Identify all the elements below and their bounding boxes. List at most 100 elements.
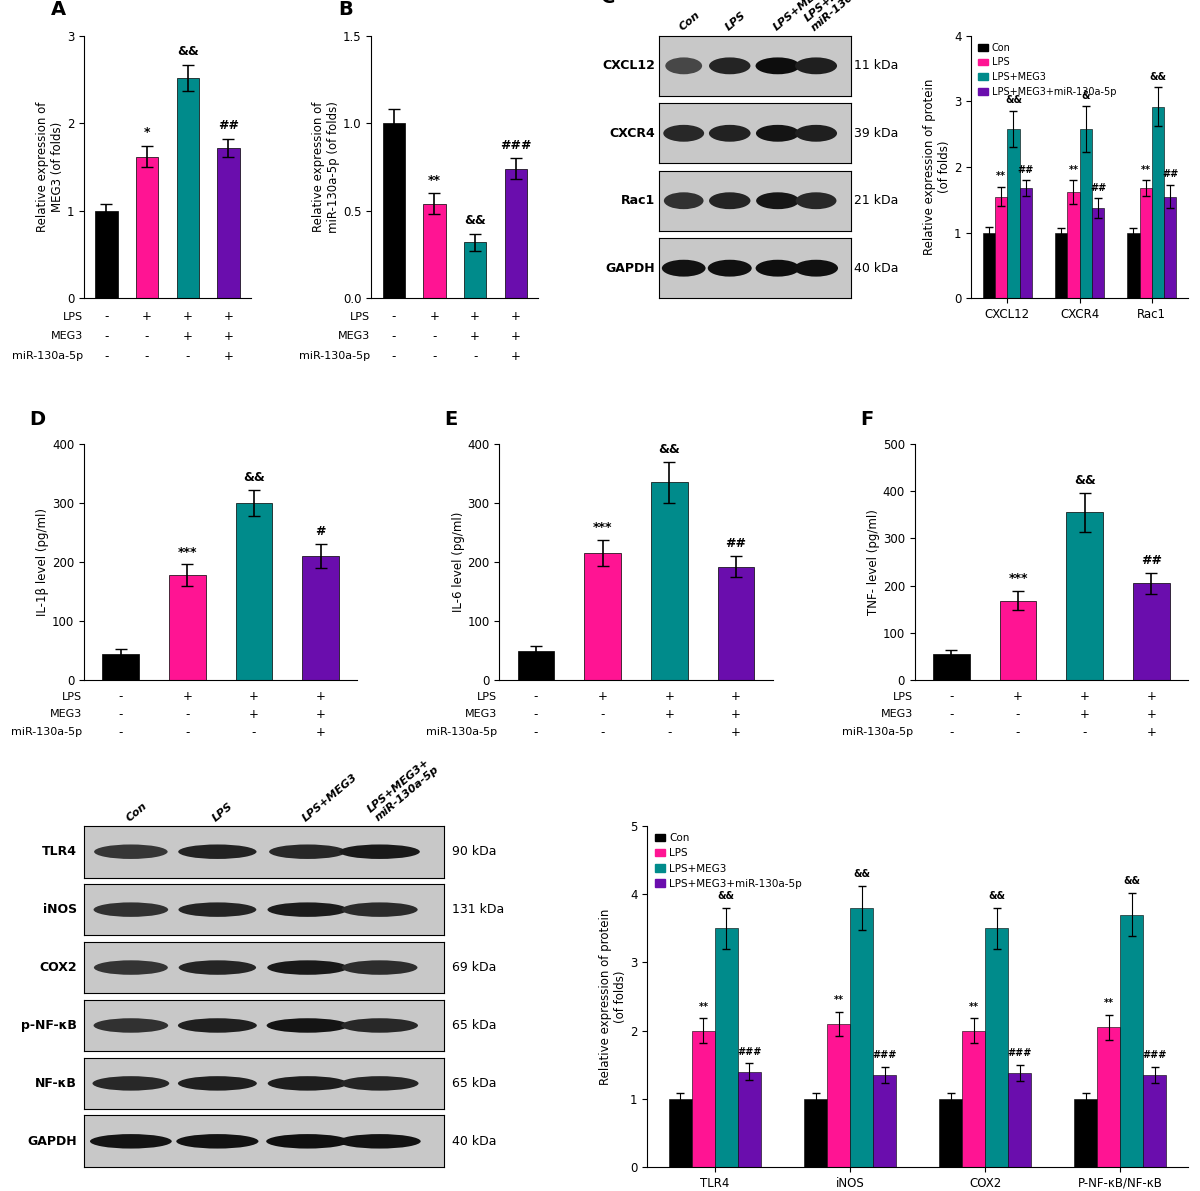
Legend: Con, LPS, LPS+MEG3, LPS+MEG3+miR-130a-5p: Con, LPS, LPS+MEG3, LPS+MEG3+miR-130a-5p bbox=[653, 831, 804, 891]
Ellipse shape bbox=[709, 192, 750, 210]
Text: ##: ## bbox=[1090, 182, 1106, 193]
Ellipse shape bbox=[341, 1018, 418, 1033]
Text: &&: && bbox=[718, 891, 734, 900]
Bar bbox=[176, 77, 199, 298]
Ellipse shape bbox=[94, 1018, 168, 1033]
Text: 40 kDa: 40 kDa bbox=[854, 262, 899, 275]
Text: +: + bbox=[182, 691, 192, 703]
Text: &&: && bbox=[1004, 95, 1022, 105]
Text: A: A bbox=[50, 0, 66, 19]
Text: **: ** bbox=[428, 174, 440, 187]
Text: +: + bbox=[142, 310, 152, 323]
Bar bbox=[1080, 129, 1092, 298]
Text: ##: ## bbox=[218, 119, 239, 132]
Ellipse shape bbox=[266, 1018, 348, 1033]
Bar bbox=[1092, 207, 1104, 298]
Ellipse shape bbox=[342, 960, 418, 974]
Ellipse shape bbox=[341, 1077, 419, 1091]
Bar bbox=[217, 148, 240, 298]
Text: LPS: LPS bbox=[62, 692, 82, 701]
Y-axis label: IL-6 level (pg/ml): IL-6 level (pg/ml) bbox=[451, 512, 464, 612]
Ellipse shape bbox=[709, 57, 750, 74]
Text: &&: && bbox=[1123, 875, 1140, 886]
Ellipse shape bbox=[94, 903, 168, 917]
Text: -: - bbox=[104, 330, 108, 343]
Text: +: + bbox=[470, 310, 480, 323]
Bar bbox=[102, 654, 139, 680]
Text: +: + bbox=[430, 310, 439, 323]
Text: +: + bbox=[223, 349, 233, 362]
Bar bbox=[715, 928, 738, 1167]
Bar bbox=[1055, 232, 1067, 298]
Text: &&: && bbox=[1074, 474, 1096, 487]
Text: -: - bbox=[534, 725, 539, 738]
Bar bbox=[584, 553, 622, 680]
Bar bbox=[1164, 197, 1176, 298]
Bar bbox=[1067, 512, 1103, 680]
Text: **: ** bbox=[1141, 164, 1151, 175]
Text: miR-130a-5p: miR-130a-5p bbox=[12, 351, 83, 361]
Text: -: - bbox=[391, 330, 396, 343]
Text: LPS: LPS bbox=[350, 312, 370, 322]
Text: ###: ### bbox=[737, 1047, 762, 1056]
Text: &&: && bbox=[176, 45, 199, 58]
Text: LPS+MEG3: LPS+MEG3 bbox=[772, 0, 830, 32]
Text: +: + bbox=[665, 707, 674, 721]
Bar bbox=[383, 123, 404, 298]
Bar bbox=[1008, 1073, 1031, 1167]
Text: ##: ## bbox=[726, 537, 746, 550]
Text: GAPDH: GAPDH bbox=[605, 262, 655, 275]
Text: E: E bbox=[445, 410, 458, 429]
Ellipse shape bbox=[338, 1134, 421, 1148]
Text: -: - bbox=[1082, 725, 1087, 738]
Text: -: - bbox=[186, 349, 190, 362]
Text: &&: && bbox=[244, 472, 265, 484]
Text: 21 kDa: 21 kDa bbox=[854, 194, 899, 207]
Bar bbox=[827, 1024, 850, 1167]
Text: LPS: LPS bbox=[211, 800, 235, 823]
Text: LPS+MEG3+
miR-130a-5p: LPS+MEG3+ miR-130a-5p bbox=[366, 755, 440, 823]
Text: LPS: LPS bbox=[62, 312, 83, 322]
Bar bbox=[962, 1030, 985, 1167]
Text: CXCL12: CXCL12 bbox=[602, 60, 655, 73]
Text: ***: *** bbox=[1008, 573, 1027, 586]
Text: +: + bbox=[316, 691, 325, 703]
Ellipse shape bbox=[266, 1134, 349, 1148]
Text: -: - bbox=[667, 725, 672, 738]
Bar bbox=[995, 197, 1007, 298]
Text: ***: *** bbox=[178, 545, 197, 559]
Text: NF-κB: NF-κB bbox=[35, 1077, 77, 1090]
Bar bbox=[1127, 232, 1140, 298]
Bar bbox=[464, 242, 486, 298]
Text: miR-130a-5p: miR-130a-5p bbox=[11, 728, 82, 737]
Bar bbox=[1074, 1099, 1098, 1167]
Text: ##: ## bbox=[1162, 169, 1178, 180]
Text: LPS+MEG3+
miR-130a-5p: LPS+MEG3+ miR-130a-5p bbox=[802, 0, 877, 32]
Text: +: + bbox=[511, 310, 521, 323]
Ellipse shape bbox=[756, 260, 799, 276]
Text: &&: && bbox=[989, 891, 1006, 900]
Text: &: & bbox=[1081, 91, 1090, 101]
Bar bbox=[1133, 584, 1170, 680]
Text: p-NF-κB: p-NF-κB bbox=[20, 1019, 77, 1031]
Text: iNOS: iNOS bbox=[43, 903, 77, 916]
Bar bbox=[169, 575, 205, 680]
Text: +: + bbox=[1080, 691, 1090, 703]
Text: +: + bbox=[182, 330, 193, 343]
Text: +: + bbox=[182, 310, 193, 323]
Text: 65 kDa: 65 kDa bbox=[451, 1077, 496, 1090]
Bar bbox=[1098, 1027, 1121, 1167]
Text: -: - bbox=[185, 725, 190, 738]
Bar bbox=[850, 908, 874, 1167]
Text: -: - bbox=[185, 707, 190, 721]
Ellipse shape bbox=[796, 125, 838, 142]
Ellipse shape bbox=[179, 903, 257, 917]
Text: &&: && bbox=[464, 214, 486, 227]
Ellipse shape bbox=[269, 844, 346, 859]
Ellipse shape bbox=[756, 125, 799, 142]
Text: **: ** bbox=[1068, 164, 1079, 175]
Text: +: + bbox=[665, 691, 674, 703]
Text: **: ** bbox=[1104, 998, 1114, 1008]
Bar bbox=[1144, 1075, 1166, 1167]
Text: -: - bbox=[600, 707, 605, 721]
